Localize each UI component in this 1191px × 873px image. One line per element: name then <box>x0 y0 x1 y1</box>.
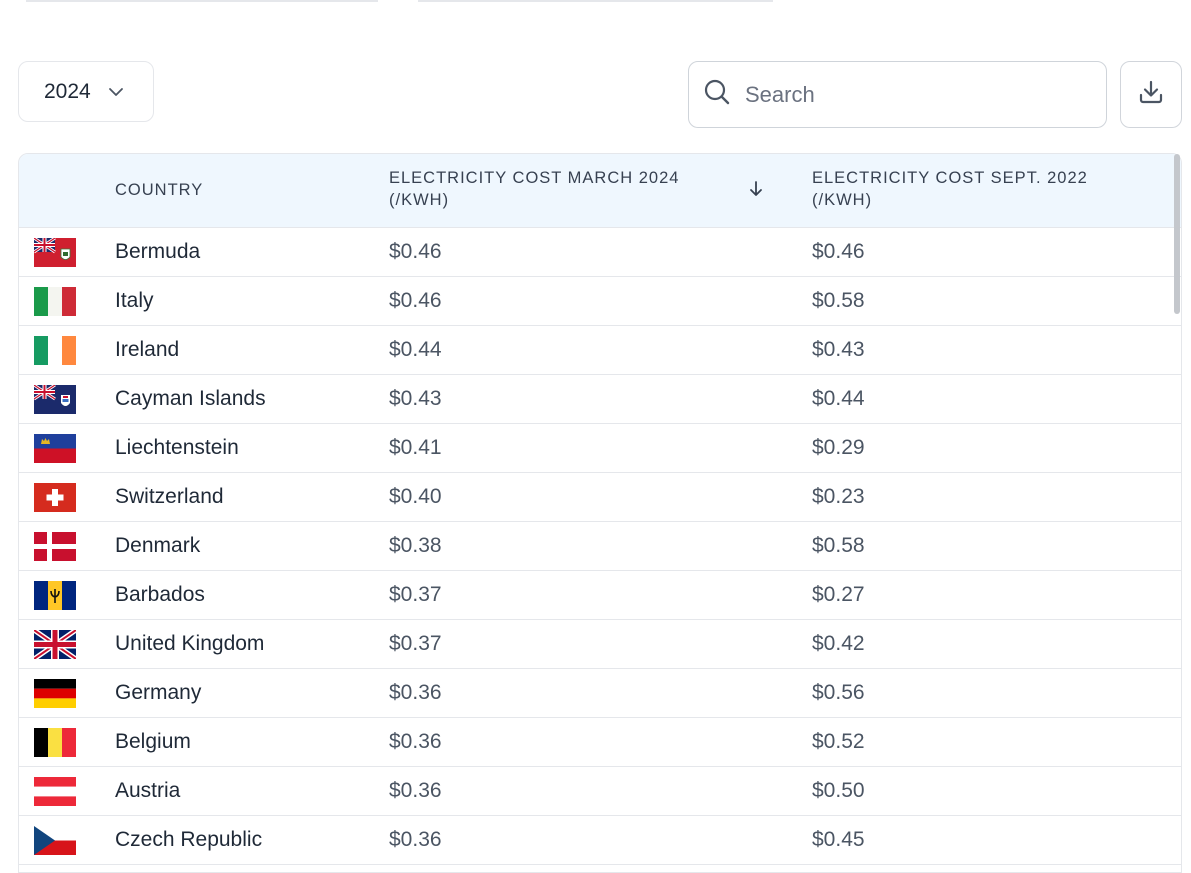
cost-sept-2022: $0.29 <box>812 436 865 459</box>
cost-sept-2022: $0.23 <box>812 485 865 508</box>
cost-march-2024: $0.46 <box>389 289 442 312</box>
column-header-sept-2022-title: ELECTRICITY COST SEPT. 2022 <box>812 169 1088 187</box>
table-row[interactable]: Ireland $0.44 $0.43 <box>19 326 1181 375</box>
ireland-flag-icon <box>34 336 76 365</box>
table-row[interactable]: Czech Republic $0.36 $0.45 <box>19 816 1181 865</box>
column-header-sept-2022[interactable]: ELECTRICITY COST SEPT. 2022 (/KWH) <box>812 167 1152 211</box>
table-row[interactable]: United Kingdom $0.37 $0.42 <box>19 620 1181 669</box>
cost-sept-2022: $0.52 <box>812 730 865 753</box>
chevron-down-icon <box>107 83 125 101</box>
belgium-flag-icon <box>34 728 76 757</box>
cost-march-2024: $0.37 <box>389 632 442 655</box>
year-dropdown[interactable]: 2024 <box>18 61 154 122</box>
barbados-flag-icon <box>34 581 76 610</box>
electricity-cost-table: COUNTRY ELECTRICITY COST MARCH 2024 (/KW… <box>18 153 1182 873</box>
column-header-march-2024-title: ELECTRICITY COST MARCH 2024 <box>389 169 680 187</box>
country-name: Barbados <box>115 583 205 606</box>
download-button[interactable] <box>1120 61 1182 128</box>
country-name: Germany <box>115 681 202 704</box>
download-icon <box>1137 78 1165 111</box>
country-name: Czech Republic <box>115 828 263 851</box>
search-input[interactable] <box>743 80 1077 109</box>
table-row[interactable]: Austria $0.36 $0.50 <box>19 767 1181 816</box>
country-name: Denmark <box>115 534 201 557</box>
table-header: COUNTRY ELECTRICITY COST MARCH 2024 (/KW… <box>19 154 1181 228</box>
liechtenstein-flag-icon <box>34 434 76 463</box>
cost-march-2024: $0.36 <box>389 681 442 704</box>
country-name: Belgium <box>115 730 191 753</box>
country-name: Italy <box>115 289 154 312</box>
search-field[interactable] <box>688 61 1107 128</box>
table-row[interactable]: Bermuda $0.46 $0.46 <box>19 228 1181 277</box>
country-name: Austria <box>115 779 181 802</box>
column-header-sept-2022-unit: (/KWH) <box>812 191 873 209</box>
switzerland-flag-icon <box>34 483 76 512</box>
table-row[interactable]: Italy $0.46 $0.58 <box>19 277 1181 326</box>
denmark-flag-icon <box>34 532 76 561</box>
cost-sept-2022: $0.58 <box>812 289 865 312</box>
search-icon <box>703 78 731 111</box>
cost-march-2024: $0.37 <box>389 583 442 606</box>
table-row[interactable]: Germany $0.36 $0.56 <box>19 669 1181 718</box>
austria-flag-icon <box>34 777 76 806</box>
germany-flag-icon <box>34 679 76 708</box>
cost-march-2024: $0.36 <box>389 779 442 802</box>
country-name: United Kingdom <box>115 632 265 655</box>
united-kingdom-flag-icon <box>34 630 76 659</box>
table-row[interactable]: Cayman Islands $0.43 $0.44 <box>19 375 1181 424</box>
cost-march-2024: $0.43 <box>389 387 442 410</box>
column-header-march-2024-unit: (/KWH) <box>389 191 450 209</box>
cost-march-2024: $0.41 <box>389 436 442 459</box>
table-row[interactable]: Belgium $0.36 $0.52 <box>19 718 1181 767</box>
cost-sept-2022: $0.44 <box>812 387 865 410</box>
column-header-march-2024[interactable]: ELECTRICITY COST MARCH 2024 (/KWH) <box>389 167 719 211</box>
column-header-country[interactable]: COUNTRY <box>115 181 204 199</box>
cost-march-2024: $0.36 <box>389 730 442 753</box>
country-name: Cayman Islands <box>115 387 266 410</box>
country-name: Ireland <box>115 338 180 361</box>
cost-sept-2022: $0.45 <box>812 828 865 851</box>
cost-sept-2022: $0.56 <box>812 681 865 704</box>
cost-march-2024: $0.38 <box>389 534 442 557</box>
table-scrollbar[interactable] <box>1174 154 1180 314</box>
cost-march-2024: $0.44 <box>389 338 442 361</box>
cost-sept-2022: $0.27 <box>812 583 865 606</box>
year-dropdown-value: 2024 <box>44 79 91 103</box>
italy-flag-icon <box>34 287 76 316</box>
table-row[interactable]: Denmark $0.38 $0.58 <box>19 522 1181 571</box>
top-tab-strip <box>0 0 1191 3</box>
cost-march-2024: $0.40 <box>389 485 442 508</box>
bermuda-flag-icon <box>34 238 76 267</box>
cost-march-2024: $0.46 <box>389 240 442 263</box>
cost-sept-2022: $0.46 <box>812 240 865 263</box>
top-tab-2[interactable] <box>418 0 773 2</box>
country-name: Bermuda <box>115 240 201 263</box>
cost-march-2024: $0.36 <box>389 828 442 851</box>
table-row[interactable]: Barbados $0.37 $0.27 <box>19 571 1181 620</box>
cayman-islands-flag-icon <box>34 385 76 414</box>
table-row[interactable]: Switzerland $0.40 $0.23 <box>19 473 1181 522</box>
cost-sept-2022: $0.50 <box>812 779 865 802</box>
czech-republic-flag-icon <box>34 826 76 855</box>
country-name: Switzerland <box>115 485 224 508</box>
cost-sept-2022: $0.58 <box>812 534 865 557</box>
cost-sept-2022: $0.43 <box>812 338 865 361</box>
arrow-down-icon[interactable] <box>748 180 764 198</box>
top-tab-1[interactable] <box>26 0 378 2</box>
cost-sept-2022: $0.42 <box>812 632 865 655</box>
table-row[interactable]: Liechtenstein $0.41 $0.29 <box>19 424 1181 473</box>
country-name: Liechtenstein <box>115 436 239 459</box>
